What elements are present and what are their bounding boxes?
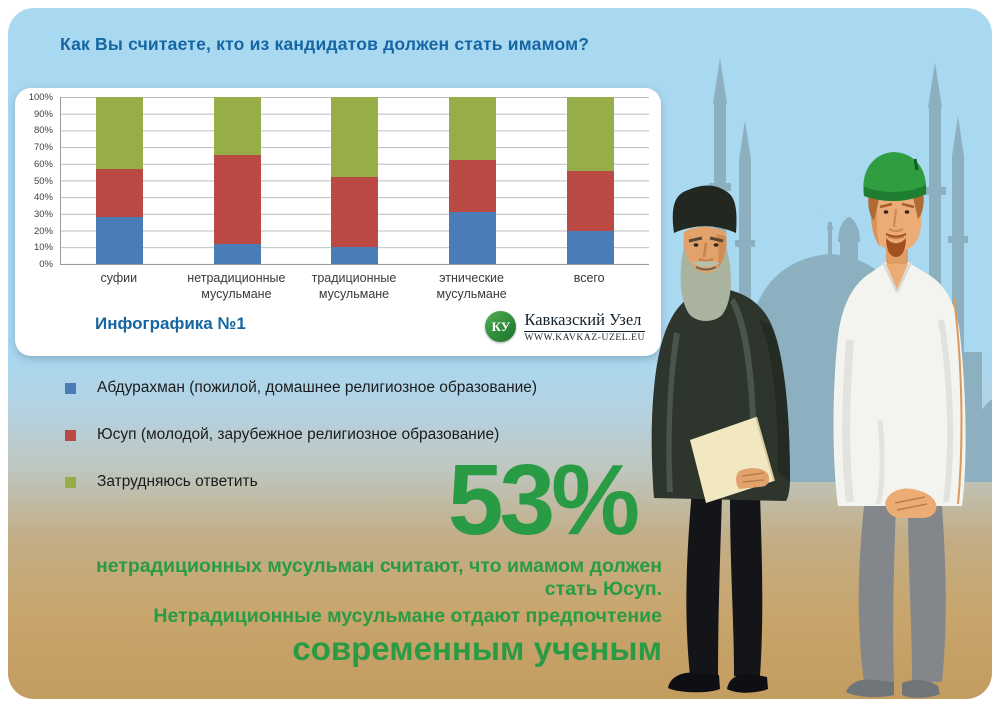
legend-color-swatch (65, 382, 76, 394)
imam-candidates-illustration (651, 152, 966, 698)
y-axis-tick-label: 10% (33, 242, 53, 254)
young-candidate-figure (833, 152, 966, 698)
bar-segment (566, 170, 614, 231)
logo-site-name: Кавказский Узел (524, 310, 645, 332)
y-axis-tick-label: 100% (28, 92, 53, 103)
category-label: этнические мусульмане (436, 271, 507, 302)
bar-segment (566, 97, 614, 171)
legend-item-label: Абдурахман (пожилой, домашнее религиозно… (97, 379, 538, 396)
bar-segment (449, 212, 497, 264)
bar-segment (96, 168, 144, 218)
bar-3 (331, 97, 379, 264)
minaret-icon (713, 58, 727, 104)
chart-legend: Абдурахман (пожилой, домашнее религиозно… (65, 379, 537, 520)
y-axis-tick-label: 50% (33, 175, 53, 187)
category-label: суфии (100, 271, 138, 285)
legend-item-label: Затрудняюсь ответить (97, 473, 258, 490)
bar-segment (213, 155, 261, 244)
y-axis-tick-label: 20% (33, 225, 53, 237)
legend-item: Юсуп (молодой, зарубежное религиозное об… (65, 426, 537, 444)
x-axis-category-labels: суфии нетрадиционные мусульмане традиционн… (60, 270, 648, 303)
chart-card: 0% 10% 20% 30% 40% 50% 60% 70% 80% 90% 100% суфии н… (15, 88, 661, 356)
category-label: всего (573, 271, 605, 285)
stacked-bar-chart-plot (60, 97, 649, 265)
y-axis-tick-label: 40% (33, 192, 53, 204)
legend-item-label: Юсуп (молодой, зарубежное религиозное об… (97, 426, 500, 443)
highlight-percentage: 53% (447, 444, 640, 556)
bar-segment (331, 177, 379, 248)
legend-color-swatch (65, 429, 76, 441)
kavkaz-uzel-logo: КУ Кавказский Узел WWW.KAVKAZ-UZEL.EU (485, 310, 645, 343)
bar-segment (449, 160, 497, 213)
bar-segment (213, 97, 261, 156)
y-axis-tick-label: 90% (33, 108, 53, 120)
bar-segment (213, 243, 261, 264)
y-axis-tick-labels: 0% 10% 20% 30% 40% 50% 60% 70% 80% 90% 100% (15, 92, 55, 270)
bar-segment (449, 97, 497, 161)
legend-item: Затрудняюсь ответить (65, 473, 537, 491)
bar-2 (213, 97, 261, 264)
logo-text: Кавказский Узел WWW.KAVKAZ-UZEL.EU (524, 310, 645, 343)
highlight-line-1: нетрадиционных мусульман считают, что им… (95, 555, 662, 600)
y-axis-tick-label: 60% (33, 158, 53, 170)
legend-color-swatch (65, 476, 76, 488)
bar-5 (566, 97, 614, 264)
bar-segment (96, 217, 144, 264)
highlight-line-2: Нетрадиционные мусульмане отдают предпоч… (153, 605, 662, 627)
category-label: традиционные мусульмане (311, 271, 397, 302)
bar-segment (566, 230, 614, 264)
y-axis-tick-label: 80% (33, 125, 53, 137)
bar-1 (96, 97, 144, 264)
logo-monogram-icon: КУ (485, 311, 517, 342)
bar-segment (96, 97, 144, 169)
bar-4 (449, 97, 497, 264)
logo-site-url: WWW.KAVKAZ-UZEL.EU (524, 333, 645, 343)
bar-segment (331, 247, 379, 264)
infographic-number-label: Инфографика №1 (95, 314, 246, 333)
y-axis-tick-label: 0% (39, 259, 53, 270)
y-axis-tick-label: 30% (33, 208, 53, 220)
poster-title: Как Вы считаете, кто из кандидатов долже… (60, 34, 590, 54)
elder-candidate-figure (651, 185, 790, 693)
bar-segment (331, 97, 379, 178)
y-axis-tick-label: 70% (33, 142, 53, 154)
highlight-text-block: 53% нетрадиционных мусульман считают, чт… (38, 444, 662, 668)
category-label: нетрадиционные мусульмане (187, 271, 286, 302)
mosque-silhouette-illustration (698, 58, 992, 482)
infographic-poster: Как Вы считаете, кто из кандидатов долже… (8, 8, 992, 699)
legend-item: Абдурахман (пожилой, домашнее религиозно… (65, 379, 537, 397)
highlight-line-3: современным ученым (292, 630, 662, 667)
